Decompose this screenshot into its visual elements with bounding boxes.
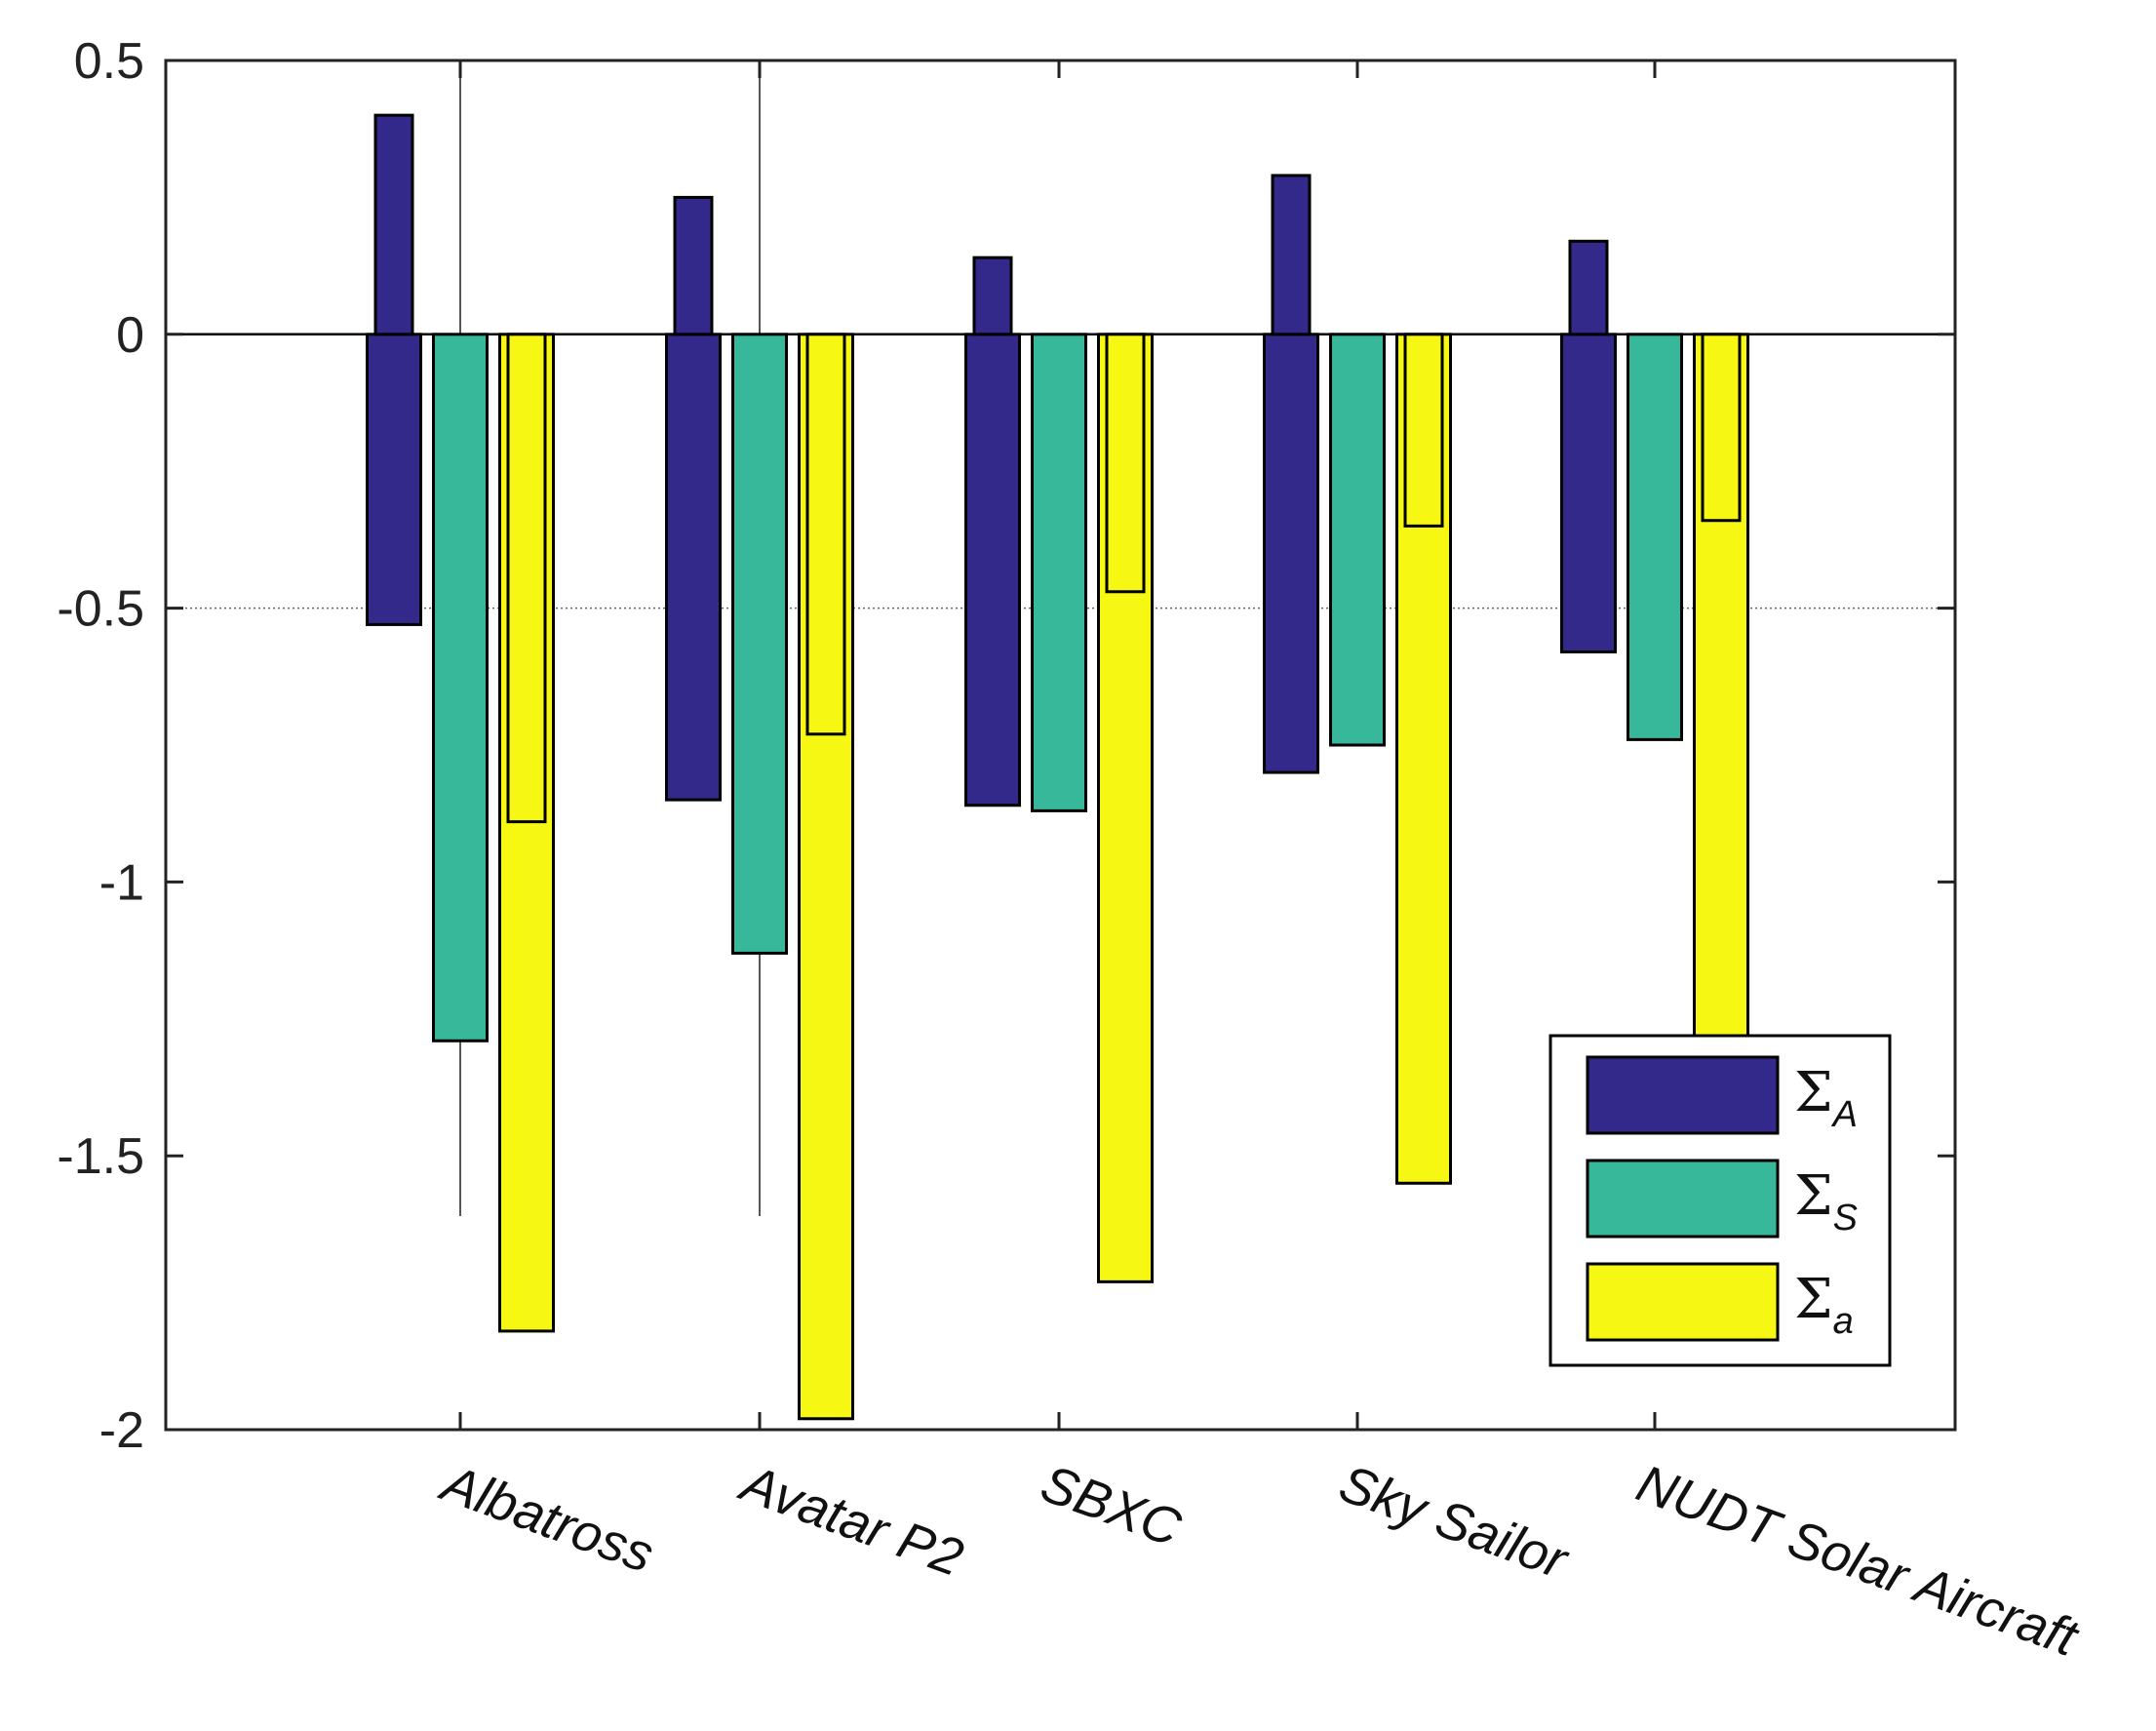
bar-series-0-avatar-p2 xyxy=(665,333,722,802)
overlay-bar-0-sky-sailor xyxy=(1271,174,1312,336)
y-tick-label: -1.5 xyxy=(57,1128,144,1185)
bar-series-0-sbxc xyxy=(964,333,1021,807)
x-tick-label: NUDT Solar Aircraft xyxy=(1629,1454,2087,1669)
legend-swatch-1 xyxy=(1586,1159,1780,1239)
x-tick-label: Albatross xyxy=(432,1453,661,1584)
overlay-bar-1-avatar-p2 xyxy=(805,333,846,736)
y-tick-label: 0.5 xyxy=(74,33,144,90)
y-tick-label: -0.5 xyxy=(57,581,144,638)
overlay-bar-0-avatar-p2 xyxy=(673,195,714,336)
legend-subscript: a xyxy=(1833,1301,1854,1342)
bar-series-1-sbxc xyxy=(1031,333,1087,812)
legend-swatch-0 xyxy=(1586,1055,1780,1135)
overlay-bar-1-sky-sailor xyxy=(1403,333,1444,528)
bar-series-0-nudt-solar-aircraft xyxy=(1560,333,1617,654)
overlay-bar-0-nudt-solar-aircraft xyxy=(1568,239,1609,336)
bar-series-1-sky-sailor xyxy=(1329,333,1386,747)
plot-area: 0.5 0 -0.5 -1 -1.5 -2 Albatross Avatar P2 SBXC Sk… xyxy=(57,33,2086,1668)
legend-label-0: ΣA xyxy=(1794,1061,1858,1135)
bar-series-1-avatar-p2 xyxy=(731,333,788,955)
legend-subscript: A xyxy=(1831,1094,1858,1135)
overlay-bar-0-sbxc xyxy=(972,256,1013,336)
x-tick-label: Sky Sailor xyxy=(1332,1454,1577,1591)
bar-series-0-albatross xyxy=(366,333,422,626)
legend-swatch-2 xyxy=(1586,1262,1780,1342)
y-tick-label: -1 xyxy=(99,854,144,911)
overlay-bar-1-albatross xyxy=(506,333,547,824)
y-tick-label: -2 xyxy=(99,1402,144,1459)
legend-subscript: S xyxy=(1833,1198,1858,1239)
bar-series-0-sky-sailor xyxy=(1263,333,1319,774)
x-tick-label: SBXC xyxy=(1034,1454,1190,1558)
overlay-bar-1-sbxc xyxy=(1105,333,1146,594)
bar-series-1-albatross xyxy=(432,333,489,1043)
overlay-bar-1-nudt-solar-aircraft xyxy=(1701,333,1742,523)
overlay-bar-0-albatross xyxy=(373,113,414,336)
y-tick-label: 0 xyxy=(116,307,144,364)
bar-series-1-nudt-solar-aircraft xyxy=(1627,333,1683,741)
x-tick-label: Avatar P2 xyxy=(731,1453,970,1588)
